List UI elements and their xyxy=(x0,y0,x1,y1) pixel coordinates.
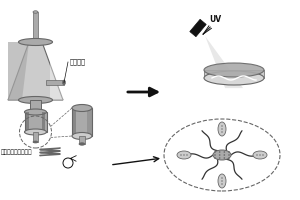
Polygon shape xyxy=(26,112,29,132)
Circle shape xyxy=(262,154,264,156)
Circle shape xyxy=(221,180,223,182)
Circle shape xyxy=(228,157,230,159)
Polygon shape xyxy=(190,19,206,37)
Circle shape xyxy=(180,154,182,156)
Circle shape xyxy=(221,177,223,179)
Polygon shape xyxy=(46,80,64,85)
Text: 生物墨水: 生物墨水 xyxy=(70,59,86,65)
Polygon shape xyxy=(72,108,92,136)
Polygon shape xyxy=(30,100,41,112)
Ellipse shape xyxy=(19,38,52,46)
Ellipse shape xyxy=(218,174,226,188)
Circle shape xyxy=(214,157,216,159)
Ellipse shape xyxy=(72,132,92,140)
Circle shape xyxy=(214,151,216,153)
Ellipse shape xyxy=(72,104,92,112)
Polygon shape xyxy=(42,112,45,132)
Polygon shape xyxy=(205,36,243,88)
Circle shape xyxy=(214,154,216,156)
Polygon shape xyxy=(33,132,38,142)
Circle shape xyxy=(221,128,223,130)
Circle shape xyxy=(186,154,188,156)
Ellipse shape xyxy=(177,151,191,159)
Polygon shape xyxy=(50,45,63,100)
Polygon shape xyxy=(204,70,264,78)
Circle shape xyxy=(221,125,223,127)
Polygon shape xyxy=(25,112,46,132)
Ellipse shape xyxy=(218,122,226,136)
Ellipse shape xyxy=(253,151,267,159)
Ellipse shape xyxy=(33,11,38,13)
Circle shape xyxy=(224,151,225,153)
Circle shape xyxy=(221,131,223,133)
Ellipse shape xyxy=(25,129,46,135)
Circle shape xyxy=(224,157,225,159)
Polygon shape xyxy=(87,108,92,136)
Ellipse shape xyxy=(213,150,231,160)
Ellipse shape xyxy=(25,109,46,115)
Circle shape xyxy=(224,154,225,156)
FancyBboxPatch shape xyxy=(33,12,38,42)
Circle shape xyxy=(256,154,258,156)
Circle shape xyxy=(228,151,230,153)
Ellipse shape xyxy=(204,63,264,77)
Circle shape xyxy=(219,154,220,156)
Ellipse shape xyxy=(30,110,41,114)
Polygon shape xyxy=(72,108,76,136)
Polygon shape xyxy=(8,42,29,100)
Polygon shape xyxy=(8,42,63,100)
Circle shape xyxy=(183,154,185,156)
Ellipse shape xyxy=(19,97,52,104)
Circle shape xyxy=(219,157,220,159)
Text: UV: UV xyxy=(209,16,221,24)
Polygon shape xyxy=(79,136,85,144)
Ellipse shape xyxy=(79,143,85,145)
Circle shape xyxy=(228,154,230,156)
Ellipse shape xyxy=(204,71,264,85)
Ellipse shape xyxy=(33,141,38,143)
Circle shape xyxy=(221,183,223,185)
Ellipse shape xyxy=(62,80,65,85)
Circle shape xyxy=(219,151,220,153)
Circle shape xyxy=(259,154,261,156)
Text: 小口径管状结构支架: 小口径管状结构支架 xyxy=(1,149,32,155)
